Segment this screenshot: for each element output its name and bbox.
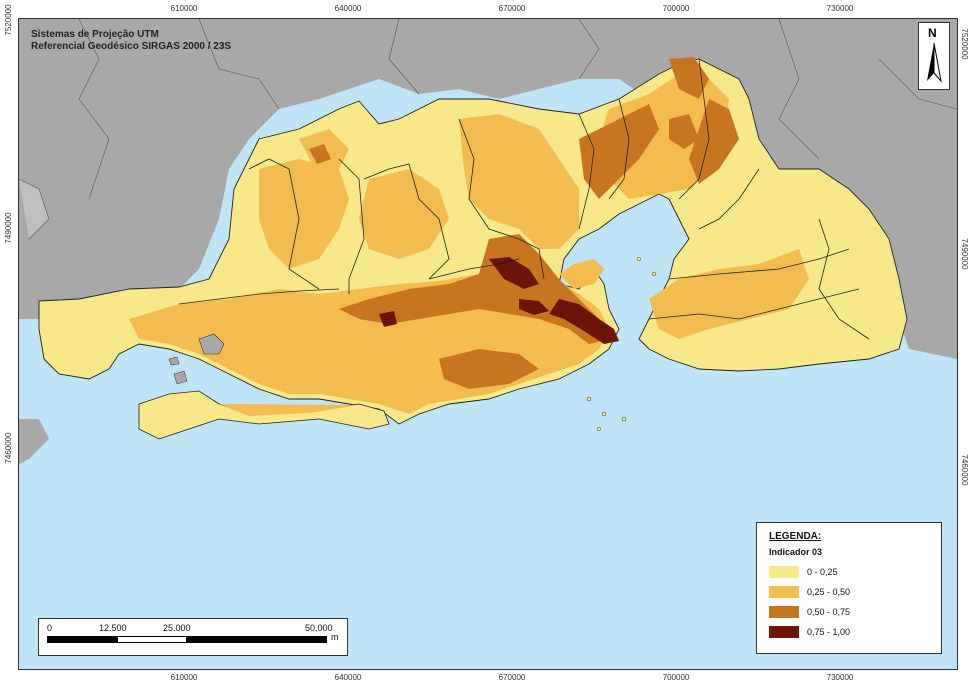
x-tick-top: 640000 bbox=[334, 4, 362, 13]
legend-swatch bbox=[769, 566, 799, 578]
legend-subtitle: Indicador 03 bbox=[769, 547, 823, 557]
north-arrow-icon bbox=[927, 42, 942, 83]
zone-075-100-d bbox=[519, 299, 549, 315]
x-tick-bottom: 610000 bbox=[170, 673, 198, 682]
scale-segment bbox=[47, 636, 117, 643]
map-frame: Sistemas de Projeção UTM Referencial Geo… bbox=[18, 18, 958, 670]
north-arrow: N bbox=[918, 22, 950, 90]
scale-bar: 0 12.500 25.000 50.000 m bbox=[38, 618, 348, 656]
legend-swatch bbox=[769, 606, 799, 618]
x-tick-top: 670000 bbox=[498, 4, 526, 13]
x-tick-bottom: 700000 bbox=[662, 673, 690, 682]
north-label: N bbox=[928, 26, 937, 40]
zone-025-050-f bbox=[359, 169, 449, 259]
scale-segment bbox=[187, 636, 327, 643]
y-tick-right: 7490000 bbox=[960, 238, 969, 270]
scale-label: 25.000 bbox=[163, 623, 191, 633]
zone-050-075-a bbox=[579, 104, 659, 199]
scale-segment bbox=[117, 636, 187, 643]
island bbox=[198, 333, 225, 355]
zone-050-075-b bbox=[669, 57, 709, 99]
zone-025-050-e bbox=[649, 249, 809, 339]
scale-label: 12.500 bbox=[99, 623, 127, 633]
zone-050-075-f bbox=[309, 144, 331, 164]
scale-label: 50.000 bbox=[305, 623, 333, 633]
projection-line1: Sistemas de Projeção UTM bbox=[31, 29, 159, 40]
island bbox=[168, 356, 180, 366]
projection-line2: Referencial Geodésico SIRGAS 2000 / 23S bbox=[31, 41, 232, 52]
zone-075-100-c bbox=[379, 311, 397, 327]
zone-050-075-d bbox=[689, 99, 739, 184]
projection-info: Sistemas de Projeção UTM Referencial Geo… bbox=[31, 29, 231, 53]
y-tick-right: 7460000 bbox=[960, 454, 969, 486]
legend: LEGENDA: Indicador 03 0 - 0,25 0,25 - 0,… bbox=[756, 522, 942, 654]
legend-item-label: 0,75 - 1,00 bbox=[807, 627, 851, 637]
y-tick-left: 7490000 bbox=[4, 212, 13, 244]
legend-item-label: 0,25 - 0,50 bbox=[807, 587, 851, 597]
x-tick-top: 700000 bbox=[662, 4, 690, 13]
x-tick-top: 730000 bbox=[826, 4, 854, 13]
legend-item: 0,75 - 1,00 bbox=[769, 625, 850, 639]
x-tick-bottom: 670000 bbox=[498, 673, 526, 682]
legend-swatch bbox=[769, 626, 799, 638]
zone-050-075-e bbox=[439, 349, 539, 389]
legend-item: 0 - 0,25 bbox=[769, 565, 838, 579]
x-tick-bottom: 640000 bbox=[334, 673, 362, 682]
zone-025-050-b bbox=[459, 114, 579, 249]
x-tick-top: 610000 bbox=[170, 4, 198, 13]
zone-075-100-b bbox=[489, 257, 539, 289]
scale-label: 0 bbox=[47, 623, 53, 633]
zone-050-075-g bbox=[669, 114, 699, 149]
legend-item-label: 0 - 0,25 bbox=[807, 567, 838, 577]
legend-item: 0,25 - 0,50 bbox=[769, 585, 850, 599]
outside-land-west bbox=[19, 419, 49, 464]
scale-unit: m bbox=[331, 632, 339, 642]
zone-025-050-g bbox=[559, 259, 604, 289]
legend-item: 0,50 - 0,75 bbox=[769, 605, 850, 619]
island bbox=[173, 370, 188, 385]
zone-050-075-c bbox=[339, 234, 609, 344]
y-tick-left: 7520000 bbox=[4, 4, 13, 36]
map-canvas bbox=[19, 19, 957, 464]
legend-swatch bbox=[769, 586, 799, 598]
zone-075-100-a bbox=[549, 299, 619, 344]
y-tick-left: 7460000 bbox=[4, 432, 13, 464]
x-tick-bottom: 730000 bbox=[826, 673, 854, 682]
legend-title: LEGENDA: bbox=[769, 531, 822, 542]
legend-item-label: 0,50 - 0,75 bbox=[807, 607, 851, 617]
y-tick-right: 7520000 bbox=[960, 28, 969, 60]
zone-025-050-d bbox=[259, 159, 349, 269]
